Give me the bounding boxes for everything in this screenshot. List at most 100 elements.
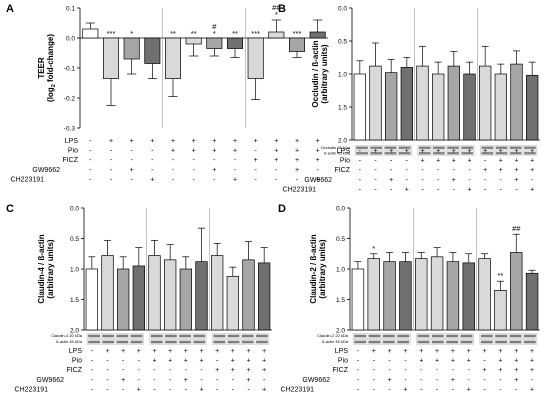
treatment-sign: - (359, 158, 362, 165)
blot-band-row (354, 150, 412, 156)
treatment-sign: + (514, 167, 518, 174)
treatment-label: FICZ (62, 157, 78, 164)
treatment-sign: - (373, 367, 376, 374)
y-axis-subtitle: (arbitrary units) (46, 239, 55, 298)
blot-band (433, 152, 445, 155)
treatment-sign: + (246, 348, 250, 355)
treatment-sign: + (168, 358, 172, 365)
treatment-sign: - (373, 386, 376, 393)
blot-band (193, 334, 206, 338)
treatment-sign: - (172, 176, 175, 183)
treatment-sign: + (405, 148, 409, 155)
treatment-sign: + (215, 348, 219, 355)
treatment-sign: + (389, 177, 393, 184)
treatment-label: FICZ (334, 167, 350, 174)
blot-band (356, 146, 368, 149)
y-tick-label: 0.5 (336, 236, 345, 243)
blot-band (524, 152, 536, 155)
blot-band (495, 152, 508, 155)
treatment-sign: - (374, 167, 377, 174)
treatment-sign: - (515, 186, 518, 193)
treatment-sign: + (171, 138, 175, 145)
blot-band (480, 334, 493, 338)
treatment-sign: + (246, 358, 250, 365)
treatment-sign: - (420, 377, 423, 384)
blot-band-row (149, 339, 207, 345)
treatment-sign: + (452, 177, 456, 184)
treatment-sign: - (232, 377, 235, 384)
treatment-sign: + (199, 386, 203, 393)
treatment-sign: - (151, 157, 154, 164)
treatment-sign: + (184, 377, 188, 384)
treatment-sign: + (109, 138, 113, 145)
treatment-sign: + (254, 157, 258, 164)
treatment-sign: - (390, 186, 393, 193)
treatment-sign: - (254, 148, 257, 155)
blot-band (481, 146, 494, 149)
treatment-sign: + (389, 148, 393, 155)
bar (479, 65, 492, 141)
bar (85, 268, 98, 331)
treatment-sign: - (89, 148, 92, 155)
blot-band (116, 340, 129, 344)
treatment-sign: - (89, 167, 92, 174)
blot-band (241, 334, 254, 338)
bar (369, 65, 382, 141)
treatment-sign: + (530, 167, 534, 174)
treatment-sign: + (246, 377, 250, 384)
y-tick-label: 0.5 (70, 236, 79, 243)
significance-mark: ** (191, 29, 197, 38)
bar (510, 63, 523, 141)
blot-band (356, 152, 368, 155)
treatment-sign: - (468, 367, 471, 374)
significance-mark: * (372, 244, 375, 253)
treatment-sign: + (372, 348, 376, 355)
treatment-sign: + (451, 348, 455, 355)
treatment-sign: + (419, 348, 423, 355)
treatment-label: Pio (340, 158, 350, 165)
treatment-sign: - (484, 186, 487, 193)
treatment-sign: + (530, 148, 534, 155)
treatment-sign: + (246, 367, 250, 374)
blot-label: Claudin-4 20 kDa (51, 333, 83, 338)
bar (446, 261, 460, 331)
treatment-sign: + (212, 167, 216, 174)
treatment-sign: + (405, 186, 409, 193)
significance-mark: *** (251, 29, 260, 38)
treatment-label: FICZ (66, 367, 82, 374)
blot-label: Claudin-2 22 kDa (317, 333, 349, 338)
blot-band (447, 146, 459, 149)
y-tick-label: 0.0 (338, 5, 347, 12)
bar (416, 65, 429, 141)
treatment-sign: + (498, 348, 502, 355)
panel-letter: B (278, 3, 286, 15)
treatment-sign: + (274, 157, 278, 164)
blot-band (241, 340, 254, 344)
treatment-sign: + (514, 348, 518, 355)
bar (164, 259, 177, 331)
treatment-sign: - (130, 157, 133, 164)
treatment-sign: + (420, 158, 424, 165)
treatment-sign: - (247, 386, 250, 393)
treatment-sign: - (263, 377, 266, 384)
bar (462, 262, 475, 331)
treatment-sign: + (483, 348, 487, 355)
treatment-label: GW9662 (36, 377, 64, 384)
treatment-label: FICZ (332, 367, 348, 374)
blot-band (116, 334, 129, 338)
blot-band-row (352, 339, 411, 345)
treatment-sign: - (138, 367, 141, 374)
bar (144, 37, 161, 64)
treatment-sign: - (234, 167, 237, 174)
blot-band (382, 334, 395, 338)
blot-band (524, 146, 536, 149)
treatment-sign: + (530, 158, 534, 165)
y-axis-title: Occludin / ß-actin (311, 40, 320, 107)
significance-mark: * (130, 29, 133, 38)
treatment-sign: - (130, 176, 133, 183)
treatment-sign: - (153, 367, 156, 374)
treatment-sign: + (199, 348, 203, 355)
treatment-sign: - (374, 177, 377, 184)
treatment-sign: + (530, 358, 534, 365)
treatment-sign: + (373, 148, 377, 155)
